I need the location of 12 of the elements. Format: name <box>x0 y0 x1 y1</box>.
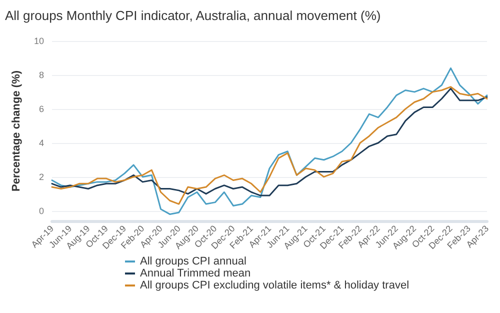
legend-label: All groups CPI excluding volatile items* & holiday travel <box>140 280 410 292</box>
y-axis-title: Percentage change (%) <box>10 70 22 192</box>
legend-label: Annual Trimmed mean <box>140 268 251 280</box>
legend-label: All groups CPI annual <box>140 256 246 268</box>
y-tick-label: 4 <box>38 138 44 148</box>
chart-title: All groups Monthly CPI indicator, Australia, annual movement (%) <box>5 8 381 23</box>
y-tick-label: 10 <box>34 36 44 46</box>
line-series <box>51 67 488 215</box>
y-tick-label: 6 <box>38 104 44 114</box>
y-tick-label: 2 <box>38 172 44 182</box>
y-tick-label: 0 <box>38 206 44 216</box>
y-tick-label: 8 <box>38 70 44 80</box>
